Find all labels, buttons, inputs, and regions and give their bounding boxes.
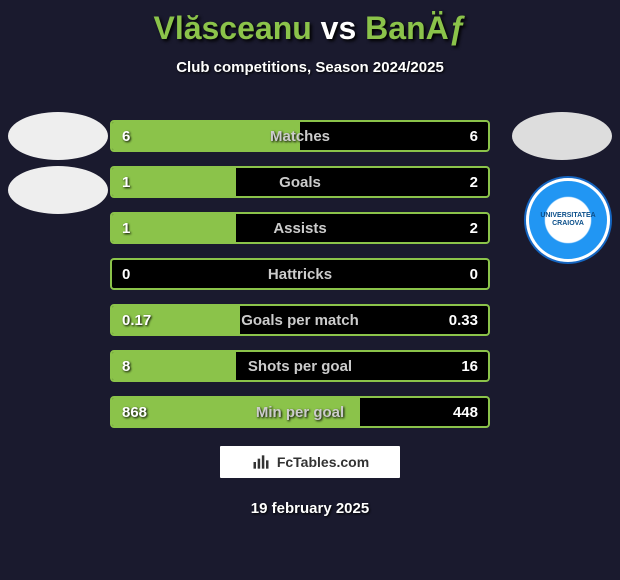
stat-label: Shots per goal [112, 358, 488, 375]
player1-name: Vlăsceanu [153, 10, 311, 46]
player2-avatar [512, 112, 612, 160]
stat-right-value: 2 [460, 220, 488, 237]
vs-label: vs [321, 10, 357, 46]
stat-label: Hattricks [112, 266, 488, 283]
footer-date: 19 february 2025 [0, 500, 620, 517]
club-badge-text: UNIVERSITATEA CRAIOVA [526, 212, 610, 227]
player1-club-avatar [8, 166, 108, 214]
stat-row: 1Assists2 [110, 212, 490, 244]
player2-name: BanÄƒ [365, 10, 466, 46]
stat-row: 868Min per goal448 [110, 396, 490, 428]
subtitle: Club competitions, Season 2024/2025 [0, 59, 620, 76]
stat-right-value: 0 [460, 266, 488, 283]
stat-label: Assists [112, 220, 488, 237]
stat-row: 1Goals2 [110, 166, 490, 198]
stat-label: Goals per match [112, 312, 488, 329]
stat-right-value: 0.33 [439, 312, 488, 329]
footer-logo[interactable]: FcTables.com [220, 446, 400, 478]
stat-label: Min per goal [112, 404, 488, 421]
page-title: Vlăsceanu vs BanÄƒ [0, 0, 620, 47]
stat-right-value: 2 [460, 174, 488, 191]
stat-right-value: 448 [443, 404, 488, 421]
stats-table: 6Matches6 1Goals2 1Assists2 0Hattricks0 0.17… [110, 120, 490, 442]
stat-row: 0.17Goals per match0.33 [110, 304, 490, 336]
player2-club-badge: UNIVERSITATEA CRAIOVA [524, 176, 612, 264]
stat-right-value: 16 [451, 358, 488, 375]
footer-site: FcTables.com [277, 454, 369, 470]
stat-right-value: 6 [460, 128, 488, 145]
stat-label: Matches [112, 128, 488, 145]
stat-row: 6Matches6 [110, 120, 490, 152]
stat-label: Goals [112, 174, 488, 191]
stat-row: 0Hattricks0 [110, 258, 490, 290]
player1-avatar [8, 112, 108, 160]
chart-icon [251, 452, 271, 472]
stat-row: 8Shots per goal16 [110, 350, 490, 382]
